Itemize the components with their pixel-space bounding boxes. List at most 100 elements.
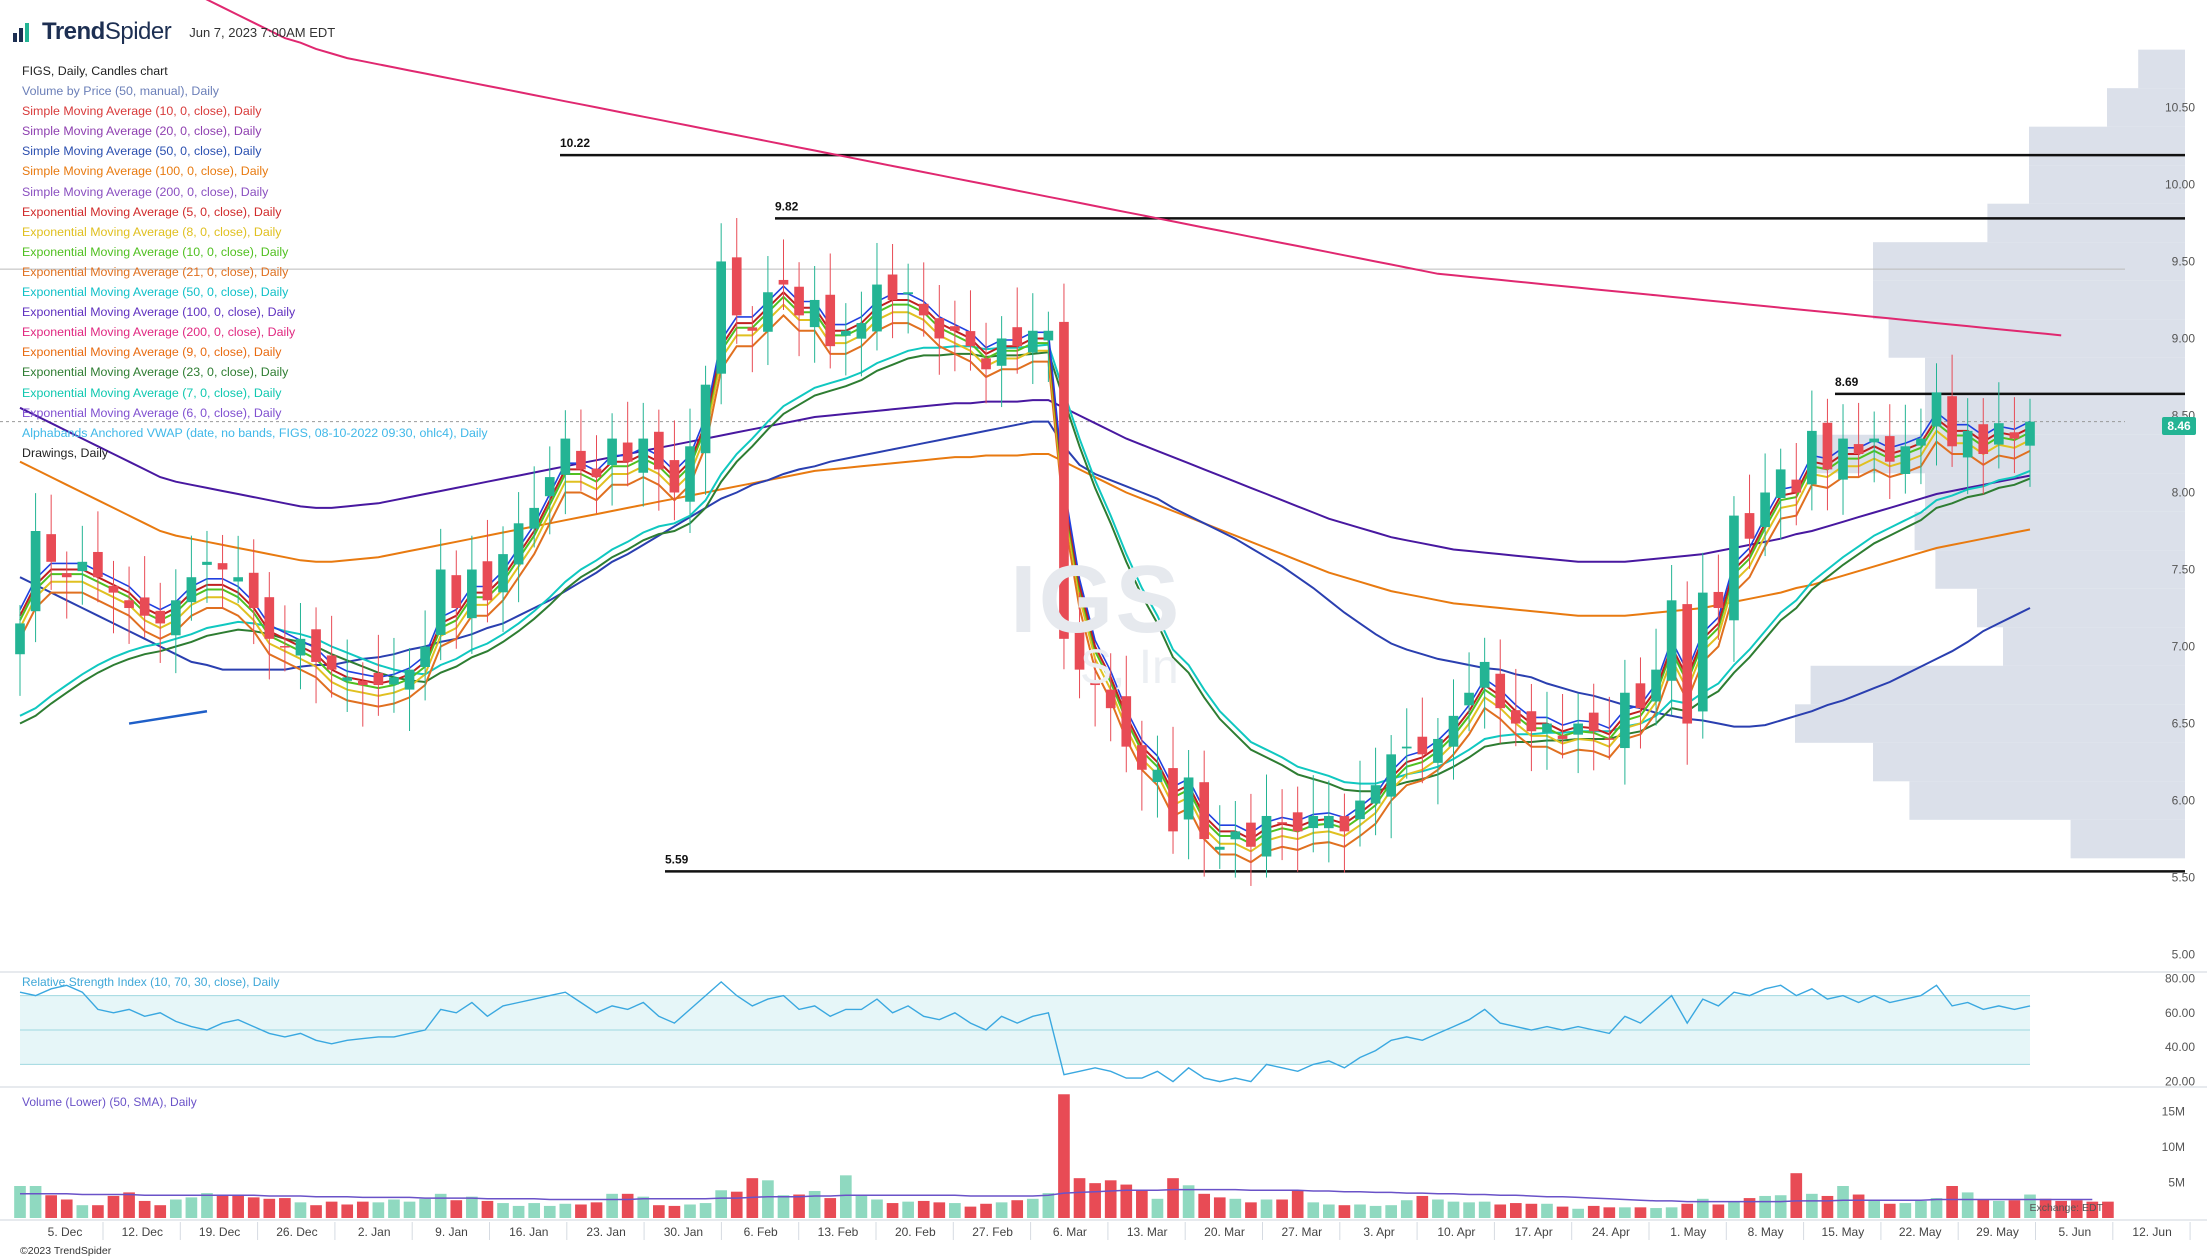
volume-bar <box>949 1203 961 1218</box>
drawings-label[interactable]: Drawings, Daily <box>22 445 109 460</box>
legend-indicator[interactable]: Exponential Moving Average (5, 0, close)… <box>22 204 282 219</box>
legend-indicator[interactable]: Alphabands Anchored VWAP (date, no bands… <box>22 425 488 440</box>
legend-indicator[interactable]: Volume by Price (50, manual), Daily <box>22 84 219 99</box>
legend-indicator[interactable]: Exponential Moving Average (50, 0, close… <box>22 285 289 300</box>
candle-body <box>638 438 649 473</box>
ema-10-line <box>19 295 2031 845</box>
candle-body <box>342 677 353 681</box>
volume-bar <box>434 1193 447 1218</box>
candle-body <box>1433 738 1443 763</box>
chart-datestamp: Jun 7, 2023 7:00AM EDT <box>189 24 336 40</box>
volume-bar <box>1151 1198 1164 1218</box>
volume-bar <box>1650 1208 1662 1218</box>
volume-bar <box>1042 1193 1055 1218</box>
volume-bar <box>1993 1200 2005 1218</box>
time-axis-tick: 23. Jan <box>586 1225 625 1239</box>
volume-bar <box>216 1195 229 1218</box>
legend-indicator[interactable]: Exponential Moving Average (6, 0, close)… <box>22 405 282 420</box>
legend-indicator[interactable]: Exponential Moving Average (8, 0, close)… <box>22 224 282 239</box>
volume-bar <box>668 1205 681 1218</box>
volume-bar <box>247 1197 260 1218</box>
legend-indicator[interactable]: Simple Moving Average (200, 0, close), D… <box>22 184 269 199</box>
candle-body <box>61 573 72 578</box>
volume-bar <box>964 1206 977 1218</box>
candle-body <box>1277 822 1287 824</box>
legend-indicator[interactable]: Exponential Moving Average (7, 0, close)… <box>22 385 282 400</box>
time-axis-tick: 5. Dec <box>48 1225 83 1239</box>
legend-indicator[interactable]: Exponential Moving Average (100, 0, clos… <box>22 305 296 320</box>
candle-body <box>591 468 602 478</box>
candle-body <box>1355 800 1365 820</box>
candle-body <box>1495 673 1506 709</box>
candle-body <box>1246 822 1256 847</box>
candle-body <box>576 450 586 470</box>
candle-body <box>1261 815 1272 857</box>
volume-bar <box>1120 1184 1133 1218</box>
volume-bar <box>559 1203 572 1218</box>
volume-profile-bar <box>2107 88 2185 127</box>
volume-bar <box>1572 1208 1584 1218</box>
candle-body <box>1074 631 1085 670</box>
exchange-label: Exchange: EDT <box>2029 1202 2103 1214</box>
legend-indicator[interactable]: Simple Moving Average (100, 0, close), D… <box>22 164 269 179</box>
volume-bar <box>263 1198 276 1218</box>
volume-bar <box>684 1204 696 1218</box>
volume-bar <box>1494 1204 1507 1218</box>
candle-body <box>170 600 181 636</box>
volume-bar <box>1868 1199 1881 1218</box>
time-axis-tick: 30. Jan <box>664 1225 703 1239</box>
candle-body <box>887 274 898 300</box>
volume-bar <box>1167 1178 1179 1218</box>
time-axis-tick: 19. Dec <box>199 1225 240 1239</box>
rsi-label[interactable]: Relative Strength Index (10, 70, 30, clo… <box>22 975 280 989</box>
candle-body <box>202 561 212 565</box>
volume-bar <box>1245 1202 1257 1218</box>
candle-body <box>498 554 508 593</box>
volume-bar <box>1899 1203 1912 1218</box>
volume-bar <box>606 1193 618 1218</box>
volume-bar <box>995 1202 1008 1218</box>
volume-bar <box>450 1200 463 1218</box>
legend-indicator[interactable]: Exponential Moving Average (10, 0, close… <box>22 244 289 259</box>
volume-profile-bar <box>1925 357 2185 397</box>
volume-bar <box>980 1203 992 1218</box>
volume-bar <box>1354 1204 1366 1218</box>
volume-sma-line <box>20 1188 2093 1203</box>
time-axis-tick: 29. May <box>1976 1225 2019 1239</box>
legend-indicator[interactable]: Simple Moving Average (10, 0, close), Da… <box>22 104 262 119</box>
volume-bar <box>1774 1195 1787 1218</box>
time-axis-tick: 1. May <box>1670 1225 1706 1239</box>
volume-profile-bar <box>2138 49 2185 89</box>
candle-body <box>1557 735 1568 739</box>
candle-body <box>280 646 290 648</box>
symbol-label[interactable]: FIGS, Daily, Candles chart <box>22 64 168 78</box>
legend-indicator[interactable]: Simple Moving Average (50, 0, close), Da… <box>22 144 262 159</box>
volume-bar <box>1743 1198 1756 1218</box>
volume-profile-bar <box>2029 165 2185 204</box>
legend-indicator[interactable]: Exponential Moving Average (200, 0, clos… <box>22 325 296 340</box>
candle-body <box>1214 846 1225 850</box>
time-axis-tick: 6. Mar <box>1053 1225 1087 1239</box>
candle-body <box>1230 831 1241 840</box>
candle-body <box>778 279 789 285</box>
legend-indicator[interactable]: Exponential Moving Average (21, 0, close… <box>22 264 289 279</box>
candle-body <box>139 597 150 616</box>
volume-bar <box>14 1186 26 1218</box>
legend-indicator[interactable]: Exponential Moving Average (23, 0, close… <box>22 365 289 380</box>
indicator-legend: FIGS, Daily, Candles chart Volume by Pri… <box>22 61 488 463</box>
volume-bar <box>1478 1201 1491 1218</box>
time-axis-tick: 17. Apr <box>1515 1225 1553 1239</box>
volume-bar <box>1182 1185 1195 1218</box>
legend-indicator[interactable]: Simple Moving Average (20, 0, close), Da… <box>22 124 262 139</box>
time-axis-tick: 2. Jan <box>358 1225 391 1239</box>
trendspider-logo-icon <box>13 23 29 42</box>
volume-label[interactable]: Volume (Lower) (50, SMA), Daily <box>22 1095 197 1109</box>
legend-indicator[interactable]: Exponential Moving Average (9, 0, close)… <box>22 345 282 360</box>
volume-bar <box>356 1201 369 1218</box>
volume-bar <box>1338 1205 1351 1218</box>
volume-bar <box>1385 1205 1397 1218</box>
candle-body <box>1448 715 1459 747</box>
price-axis-tick: 8.00 <box>2172 486 2196 500</box>
time-axis-tick: 15. May <box>1822 1225 1865 1239</box>
